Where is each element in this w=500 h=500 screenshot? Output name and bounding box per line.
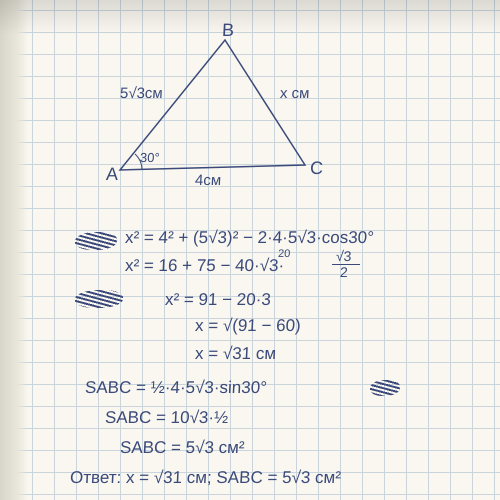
vertex-label-A: A [105, 164, 118, 185]
work-line-1: x² = 4² + (5√3)² − 2·4·5√3·cos30° [124, 228, 374, 248]
work-line-2a: x² = 16 + 75 − 40·√3· [124, 256, 284, 276]
area-line-1: SABC = ½·4·5√3·sin30° [84, 378, 267, 398]
work-line-2-annot: 20 [278, 248, 291, 260]
area-line-2: SABC = 10√3·½ [104, 408, 228, 428]
side-AC-label: 4см [195, 172, 222, 189]
vertex-label-B: B [221, 20, 234, 41]
vertex-label-C: C [309, 158, 323, 179]
work-line-2-frac-bot: 2 [340, 264, 349, 280]
work-line-3: x² = 91 − 20·3 [164, 290, 271, 310]
side-AB-label: 5√3см [120, 85, 164, 102]
scribble-2 [75, 290, 123, 308]
side-BC-label: x см [280, 85, 310, 102]
answer-line: Ответ: x = √31 см; SABC = 5√3 см² [69, 468, 341, 488]
angle-label: 30° [140, 150, 160, 165]
work-line-2-frac-top: √3 [336, 248, 352, 264]
work-line-5: x = √31 см [194, 344, 276, 364]
work-line-4: x = √(91 − 60) [194, 316, 301, 336]
scribble-1 [75, 232, 117, 250]
scribble-3 [370, 380, 400, 396]
triangle-diagram [0, 0, 500, 200]
area-line-3: SABC = 5√3 см² [119, 438, 245, 458]
